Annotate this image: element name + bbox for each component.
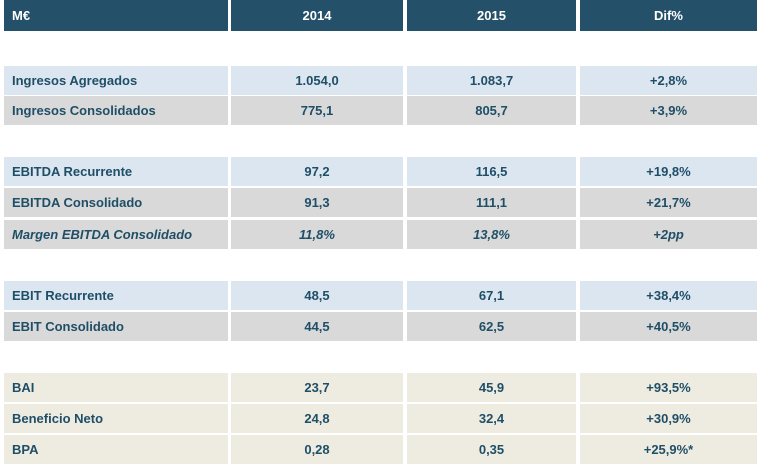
table-cell: 32,4 <box>407 404 576 433</box>
table-cell: 23,7 <box>231 373 403 402</box>
header-cell: M€ <box>4 0 228 31</box>
header-cell: 2014 <box>231 0 403 31</box>
header-cell: 2015 <box>407 0 576 31</box>
row-label: EBIT Recurrente <box>4 281 228 310</box>
table-cell: +21,7% <box>580 188 757 217</box>
table-cell: +2pp <box>580 220 757 249</box>
table-cell: 1.054,0 <box>231 66 403 95</box>
table-cell: 11,8% <box>231 220 403 249</box>
row-label: Ingresos Consolidados <box>4 96 228 125</box>
table-cell: 44,5 <box>231 312 403 341</box>
table-cell: 91,3 <box>231 188 403 217</box>
table-cell: 48,5 <box>231 281 403 310</box>
header-cell: Dif% <box>580 0 757 31</box>
table-cell: 1.083,7 <box>407 66 576 95</box>
row-label: Beneficio Neto <box>4 404 228 433</box>
table-cell: +38,4% <box>580 281 757 310</box>
row-label: EBIT Consolidado <box>4 312 228 341</box>
table-cell: 67,1 <box>407 281 576 310</box>
table-cell: +2,8% <box>580 66 757 95</box>
row-label: EBITDA Recurrente <box>4 157 228 186</box>
table-cell: 805,7 <box>407 96 576 125</box>
table-cell: 0,35 <box>407 435 576 464</box>
table-cell: 775,1 <box>231 96 403 125</box>
row-label: EBITDA Consolidado <box>4 188 228 217</box>
table-cell: 24,8 <box>231 404 403 433</box>
table-cell: +30,9% <box>580 404 757 433</box>
table-cell: +19,8% <box>580 157 757 186</box>
table-cell: +25,9%* <box>580 435 757 464</box>
table-cell: 62,5 <box>407 312 576 341</box>
table-cell: +93,5% <box>580 373 757 402</box>
table-cell: 13,8% <box>407 220 576 249</box>
row-label: BPA <box>4 435 228 464</box>
table-cell: 111,1 <box>407 188 576 217</box>
row-label: BAI <box>4 373 228 402</box>
row-label: Ingresos Agregados <box>4 66 228 95</box>
table-cell: 45,9 <box>407 373 576 402</box>
table-cell: +3,9% <box>580 96 757 125</box>
table-cell: +40,5% <box>580 312 757 341</box>
row-label: Margen EBITDA Consolidado <box>4 220 228 249</box>
table-cell: 97,2 <box>231 157 403 186</box>
table-cell: 0,28 <box>231 435 403 464</box>
table-cell: 116,5 <box>407 157 576 186</box>
